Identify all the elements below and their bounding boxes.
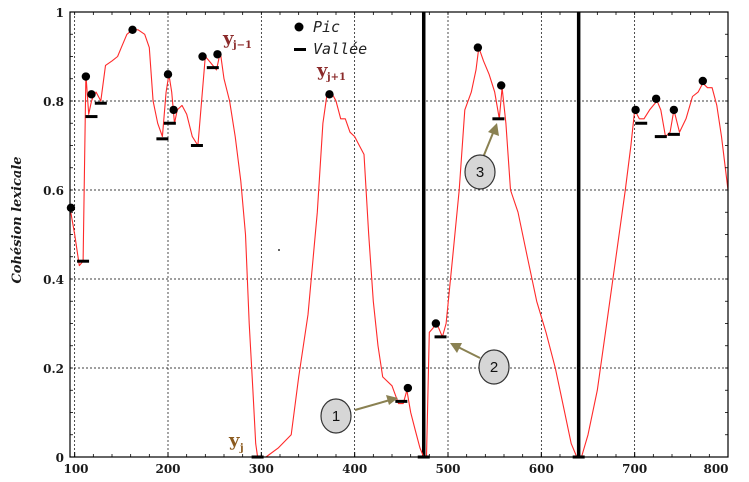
y-axis-label: Cohésion lexicale — [10, 156, 25, 283]
annotation-y-j-plus-1-main: y — [316, 60, 328, 81]
valley-marker — [635, 121, 648, 125]
annotation-y-j-minus-1-main: y — [222, 28, 234, 49]
annotation-y-j-minus-1-sub: j−1 — [232, 40, 252, 51]
valley-marker — [667, 132, 680, 136]
marker-2: 2 — [450, 343, 510, 385]
annotation-y-j-plus-1: y j+1 — [316, 60, 346, 83]
peak-marker — [431, 319, 441, 328]
valley-marker — [434, 335, 447, 339]
annotation-y-j-minus-1: y j−1 — [222, 28, 252, 51]
marker-3-label: 3 — [476, 164, 484, 181]
marker-3-arrow-head — [488, 123, 499, 136]
annotation-y-j-main: y — [228, 430, 240, 451]
x-tick-label: 500 — [435, 462, 460, 476]
legend-valley-label: Vallée — [313, 40, 367, 58]
peak-marker — [473, 43, 483, 52]
peak-marker — [198, 52, 207, 61]
stray-dot — [278, 249, 280, 251]
marker-3-circle — [464, 154, 496, 190]
annotation-y-j-plus-1-sub: j+1 — [326, 72, 346, 83]
y-tick-label: 0.2 — [43, 362, 64, 376]
peak-marker — [169, 105, 178, 115]
marker-2-arrow-head — [450, 343, 462, 353]
x-tick-label: 400 — [342, 462, 367, 476]
x-tick-label: 700 — [622, 462, 647, 476]
annotation-y-j: y j — [228, 430, 244, 454]
boundary-lines — [421, 12, 581, 457]
peak-marker — [497, 81, 506, 90]
x-tick-label: 200 — [155, 462, 180, 476]
y-tick-label: 0.8 — [43, 95, 64, 109]
markers-group — [66, 25, 707, 459]
axes: 100 200 300 400 500 600 700 800 0 0.2 0.4 0.6 0.8 1 — [43, 6, 729, 476]
peak-marker — [66, 203, 76, 212]
y-tick-label: 1 — [56, 6, 64, 20]
peak-marker — [128, 25, 137, 34]
peak-marker — [81, 72, 91, 81]
valley-marker — [395, 399, 408, 403]
legend: Pic Vallée — [294, 18, 367, 58]
series-group — [69, 29, 729, 458]
peak-marker — [163, 70, 173, 79]
valley-marker — [156, 137, 169, 141]
marker-1-arrow-head — [386, 395, 398, 405]
marker-2-arrow-shaft — [457, 346, 481, 359]
annotation-y-j-sub: j — [239, 443, 244, 454]
x-tick-label: 800 — [703, 462, 728, 476]
marker-2-circle — [478, 349, 510, 385]
valley-marker — [77, 259, 90, 263]
peak-marker — [651, 94, 661, 103]
x-tick-label: 300 — [249, 462, 274, 476]
peak-marker — [325, 90, 334, 99]
legend-peak-label: Pic — [313, 18, 340, 36]
peak-marker — [631, 105, 640, 115]
peak-marker — [87, 90, 96, 99]
peak-marker — [669, 105, 679, 115]
y-tick-label: 0.6 — [43, 184, 64, 198]
valley-marker — [492, 117, 505, 121]
marker-2-label: 2 — [490, 359, 498, 376]
marker-3: 3 — [464, 123, 499, 190]
valley-marker — [190, 144, 203, 147]
valley-marker — [654, 135, 667, 139]
x-tick-label: 100 — [63, 462, 88, 476]
peak-marker — [403, 383, 413, 393]
legend-valley-symbol — [294, 48, 306, 51]
marker-1: 1 — [320, 395, 398, 434]
valley-marker — [206, 66, 219, 70]
y-tick-label: 0.4 — [43, 273, 64, 287]
y-tick-label: 0 — [56, 451, 64, 465]
marker-1-label: 1 — [332, 408, 340, 425]
peak-marker — [698, 76, 707, 86]
x-tick-label: 600 — [529, 462, 554, 476]
legend-peak-symbol — [294, 22, 304, 32]
valley-marker — [163, 121, 176, 125]
marker-1-arrow-shaft — [354, 399, 391, 411]
peak-marker — [213, 50, 222, 59]
cohesion-series-line — [69, 29, 729, 458]
valley-marker — [94, 101, 107, 105]
valley-marker — [85, 115, 98, 119]
marker-1-circle — [320, 398, 352, 434]
